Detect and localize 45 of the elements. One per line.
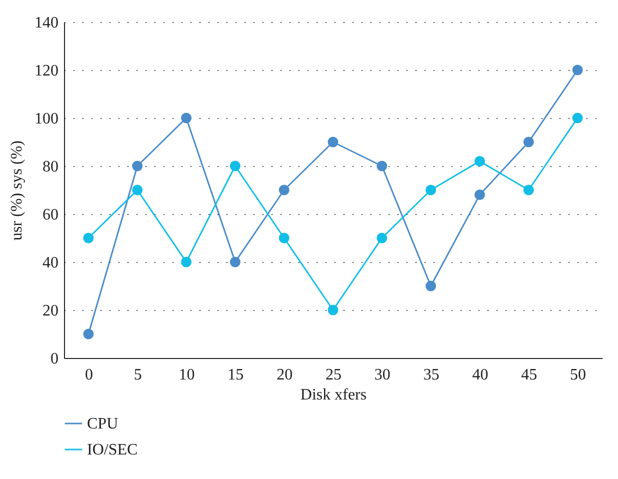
point <box>132 184 143 196</box>
point <box>132 160 143 172</box>
x-tick-label: 40 <box>472 366 488 384</box>
point <box>278 232 290 244</box>
y-tick-label: 40 <box>42 254 58 272</box>
x-tick-label: 35 <box>423 366 440 384</box>
x-tick-label: 15 <box>228 366 244 384</box>
y-tick-label: 120 <box>34 62 58 80</box>
x-tick-label: 0 <box>84 366 93 384</box>
point <box>328 136 338 148</box>
x-axis-title: Disk xfers <box>300 386 367 404</box>
legend-label: CPU <box>87 416 119 432</box>
point <box>230 160 240 172</box>
x-tick-label: 30 <box>374 366 390 384</box>
x-tick-label: 45 <box>521 366 538 384</box>
y-tick-label: 60 <box>42 206 58 224</box>
point <box>572 64 583 76</box>
point <box>230 256 240 268</box>
point <box>376 160 388 172</box>
point <box>83 232 94 244</box>
point <box>474 156 485 166</box>
x-tick-label: 50 <box>570 366 586 384</box>
x-tick-label: 25 <box>326 366 342 384</box>
point <box>523 136 534 148</box>
y-tick-label: 140 <box>34 14 58 32</box>
point <box>376 232 388 244</box>
x-tick-label: 10 <box>178 366 195 384</box>
point <box>181 112 192 124</box>
y-tick-label: 100 <box>34 110 58 128</box>
point <box>523 184 534 196</box>
point <box>83 328 94 340</box>
point <box>474 190 485 200</box>
x-tick-label: 20 <box>276 366 293 384</box>
y-tick-label: 0 <box>50 350 58 368</box>
point <box>572 112 583 124</box>
y-axis-title: usr (%) sys (%) <box>8 140 26 240</box>
point <box>426 184 436 196</box>
point <box>181 256 192 268</box>
y-tick-label: 80 <box>42 158 58 176</box>
legend-label: IO/SEC <box>87 442 138 458</box>
y-tick-label: 20 <box>42 302 58 320</box>
point <box>328 304 338 316</box>
point <box>426 280 436 292</box>
point <box>278 184 290 196</box>
x-tick-label: 5 <box>134 366 142 384</box>
